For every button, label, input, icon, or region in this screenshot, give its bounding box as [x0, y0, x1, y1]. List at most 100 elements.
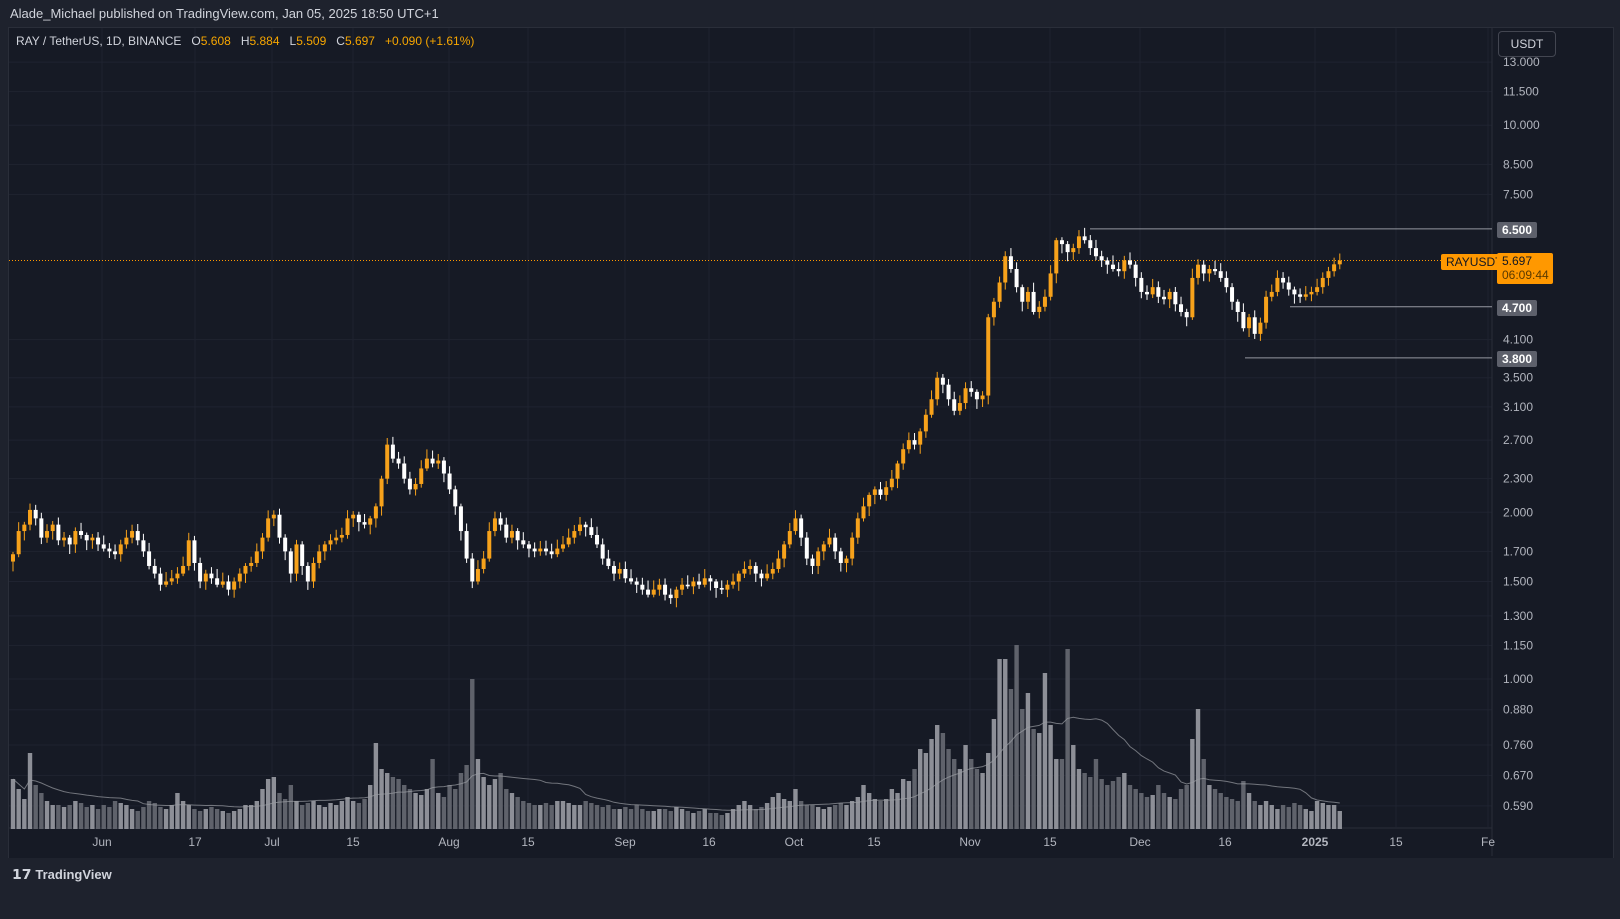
candle-body: [646, 589, 651, 595]
volume-bar: [1042, 673, 1048, 829]
candle-body: [1207, 269, 1212, 274]
candle-body: [725, 584, 730, 590]
candle-body: [787, 531, 792, 545]
volume-bar: [708, 813, 713, 829]
candle: [742, 561, 747, 578]
volume-bar: [589, 803, 594, 829]
candle: [232, 577, 237, 598]
candle-body: [697, 581, 702, 585]
price-tick-label: 1.150: [1503, 638, 1533, 652]
time-tick-label: 15: [346, 835, 360, 849]
candle-body: [118, 544, 123, 555]
candle-body: [464, 531, 469, 559]
candle: [209, 567, 214, 584]
tradingview-logo[interactable]: 𝟭𝟳 TradingView: [12, 866, 112, 883]
candle-body: [657, 584, 662, 590]
candle-body: [1298, 294, 1303, 297]
candle-body: [322, 544, 327, 552]
candle-body: [827, 537, 832, 545]
candle-body: [16, 531, 21, 555]
volume-bar: [339, 801, 345, 829]
candle-body: [362, 522, 367, 525]
volume-bar: [492, 779, 498, 829]
candle-body: [1275, 277, 1280, 292]
volume-bar: [861, 785, 866, 829]
volume-bar: [1201, 759, 1206, 829]
volume-bar: [600, 807, 605, 829]
candle-body: [305, 565, 310, 582]
candle: [1184, 308, 1189, 327]
volume-bar: [702, 809, 707, 829]
volume-bar: [243, 805, 248, 829]
candle: [583, 521, 588, 537]
volume-bar: [1037, 733, 1042, 829]
volume-bar: [441, 797, 447, 829]
candle: [674, 586, 679, 608]
volume-bar: [118, 803, 123, 829]
candle-body: [782, 544, 787, 559]
candle-body: [1156, 287, 1161, 297]
candle: [351, 511, 356, 527]
chart-area[interactable]: [8, 27, 1614, 859]
candle-body: [28, 509, 33, 525]
candle-body: [674, 589, 679, 599]
volume-bar: [651, 811, 656, 829]
volume-bar: [753, 809, 758, 829]
candle: [538, 540, 543, 556]
volume-bar: [362, 799, 367, 829]
candle-body: [833, 537, 838, 552]
candle: [646, 580, 651, 598]
candle-body: [640, 584, 645, 590]
volume-bar: [430, 759, 435, 829]
candle-body: [600, 544, 605, 559]
candle-body: [606, 558, 611, 566]
candle: [45, 524, 50, 543]
candle: [402, 456, 407, 484]
volume-bar: [220, 811, 225, 829]
candle: [1156, 281, 1161, 304]
candle-body: [73, 531, 78, 545]
candle: [833, 533, 838, 560]
price-tick-label: 1.700: [1503, 544, 1533, 558]
candle-body: [980, 395, 985, 400]
candle-body: [918, 431, 923, 445]
candle-body: [770, 568, 775, 574]
candle-body: [50, 524, 55, 532]
price-tick-label: 7.500: [1503, 187, 1533, 201]
candle-body: [175, 573, 180, 579]
candle: [770, 562, 775, 580]
volume-bar: [1218, 793, 1223, 829]
candle-body: [288, 551, 293, 574]
candle: [453, 485, 458, 515]
volume-bar: [203, 809, 208, 829]
volume-bar: [44, 801, 50, 829]
candle: [1059, 237, 1064, 254]
volume-bar: [356, 803, 362, 829]
candle-body: [867, 494, 872, 507]
volume-bar: [39, 793, 44, 829]
candle: [731, 573, 736, 589]
volume-bar: [1309, 811, 1314, 829]
candle-body: [583, 524, 588, 528]
candle: [997, 276, 1002, 308]
candle: [782, 540, 787, 568]
symbol-name[interactable]: RAY / TetherUS, 1D, BINANCE: [16, 34, 182, 48]
candle-body: [390, 444, 395, 459]
volume-bar: [1093, 759, 1099, 829]
currency-button[interactable]: USDT: [1498, 31, 1556, 57]
volume-bar: [764, 803, 770, 829]
volume-bar: [10, 779, 16, 829]
candle: [1275, 270, 1280, 297]
volume-bar: [821, 809, 827, 829]
price-tick-label: 2.300: [1503, 472, 1533, 486]
candle: [113, 544, 118, 560]
candle-body: [804, 537, 809, 559]
volume-bar: [844, 805, 849, 829]
candle: [1235, 299, 1240, 322]
volume-bar: [1269, 805, 1274, 829]
candle: [566, 528, 571, 548]
candle-body: [1264, 296, 1269, 323]
footer-bar: [0, 858, 1620, 919]
price-tick-label: 2.000: [1503, 505, 1533, 519]
